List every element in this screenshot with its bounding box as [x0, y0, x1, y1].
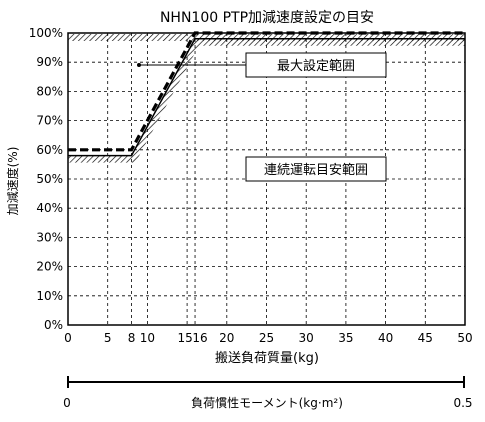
y-tick-label: 80%	[36, 84, 63, 98]
plot-frame	[67, 32, 466, 326]
x-tick-label: 50	[457, 331, 472, 345]
x-tick-label: 0	[64, 331, 72, 345]
region-label-continuous: 連続運転目安範囲	[245, 156, 387, 182]
continuous-range-boundary	[68, 38, 465, 157]
x-tick-label: 20	[219, 331, 234, 345]
y-tick-label: 90%	[36, 55, 63, 69]
axes: 0 5 8 10 15 16 20 25 30 35 40 45 50 0% 10% 20% 30% 40% 50%…	[29, 26, 473, 345]
y-tick-label: 50%	[36, 172, 63, 186]
max-range-hatch	[68, 34, 465, 41]
y-tick-label: 10%	[36, 289, 63, 303]
y-tick-label: 30%	[36, 230, 63, 244]
region-label-continuous-text: 連続運転目安範囲	[264, 163, 368, 178]
x-tick-label: 45	[418, 331, 433, 345]
x-tick-label: 15	[177, 331, 192, 345]
y-tick-label: 60%	[36, 143, 63, 157]
region-label-continuous-box	[245, 156, 387, 182]
y-tick-label: 100%	[29, 26, 63, 40]
chart-title: NHN100 PTP加減速度設定の目安	[160, 9, 374, 26]
leader-dot	[137, 63, 141, 67]
y-tick-label: 20%	[36, 260, 63, 274]
y-tick-label: 40%	[36, 201, 63, 215]
x-tick-label: 30	[299, 331, 314, 345]
hatched-boundaries	[68, 34, 465, 163]
y-axis-label: 加減速度(%)	[5, 147, 20, 216]
x-tick-label: 8	[128, 331, 136, 345]
region-label-max-box	[245, 52, 387, 78]
x-tick-label: 5	[104, 331, 112, 345]
x-tick-label: 25	[259, 331, 274, 345]
secondary-axis-tick-label-0: 0	[63, 396, 71, 410]
x-tick-label: 16	[192, 331, 207, 345]
y-tick-label: 0%	[44, 318, 63, 332]
secondary-axis-label: 負荷慣性モーメント(kg·m²)	[191, 395, 343, 410]
x-axis-label: 搬送負荷質量(kg)	[215, 351, 319, 366]
x-tick-label: 10	[140, 331, 155, 345]
region-label-max-text: 最大設定範囲	[277, 58, 355, 74]
x-tick-label: 35	[338, 331, 353, 345]
y-tick-label: 70%	[36, 114, 63, 128]
x-tick-label: 40	[378, 331, 393, 345]
secondary-axis-tick-label-1: 0.5	[453, 396, 472, 410]
region-label-max: 最大設定範囲	[245, 52, 387, 78]
